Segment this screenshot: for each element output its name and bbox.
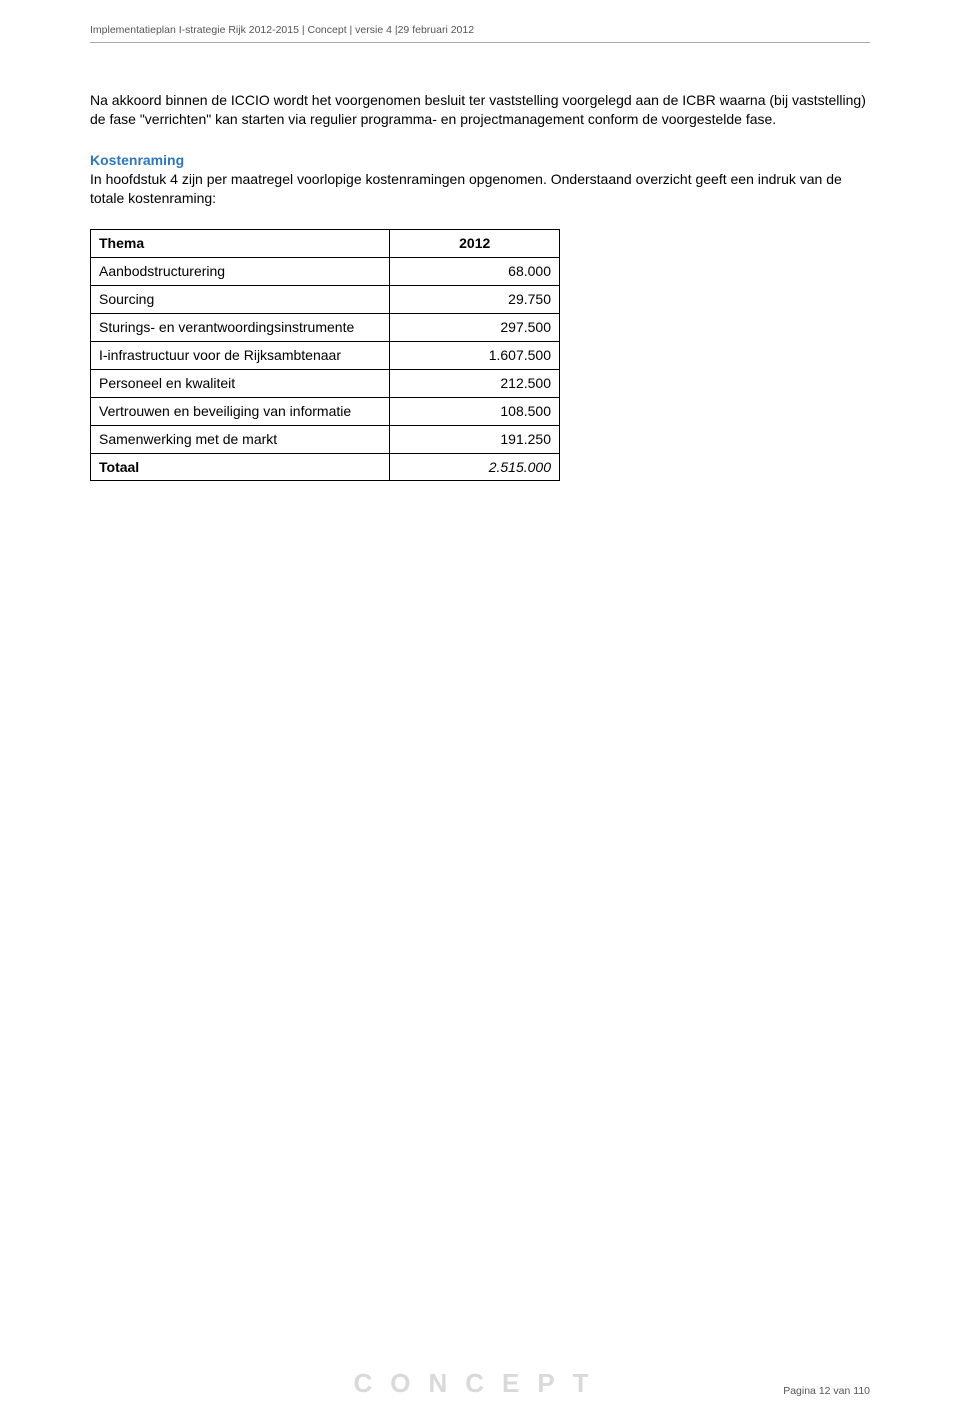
table-cell-value: 1.607.500	[390, 342, 560, 370]
table-row: Samenwerking met de markt191.250	[91, 425, 560, 453]
table-cell-value: 297.500	[390, 314, 560, 342]
intro-paragraph: Na akkoord binnen de ICCIO wordt het voo…	[90, 91, 870, 129]
table-row: Sturings- en verantwoordingsinstrumente2…	[91, 314, 560, 342]
kostenraming-paragraph: Kostenraming In hoofdstuk 4 zijn per maa…	[90, 151, 870, 208]
table-header-year: 2012	[390, 230, 560, 258]
table-cell-label: Vertrouwen en beveiliging van informatie	[91, 397, 390, 425]
kostenraming-body: In hoofdstuk 4 zijn per maatregel voorlo…	[90, 171, 842, 206]
table-cell-label: Personeel en kwaliteit	[91, 369, 390, 397]
table-cell-label: Samenwerking met de markt	[91, 425, 390, 453]
table-body: Aanbodstructurering68.000Sourcing29.750S…	[91, 258, 560, 481]
table-cell-label: Sturings- en verantwoordingsinstrumente	[91, 314, 390, 342]
table-header-row: Thema 2012	[91, 230, 560, 258]
table-cell-label: Totaal	[91, 453, 390, 481]
table-cell-value: 2.515.000	[390, 453, 560, 481]
table-cell-value: 29.750	[390, 286, 560, 314]
table-row: Totaal2.515.000	[91, 453, 560, 481]
page-footer: Pagina 12 van 110	[783, 1385, 870, 1397]
table-row: I-infrastructuur voor de Rijksambtenaar1…	[91, 342, 560, 370]
table-cell-value: 191.250	[390, 425, 560, 453]
table-cell-label: Aanbodstructurering	[91, 258, 390, 286]
table-row: Sourcing29.750	[91, 286, 560, 314]
table-cell-value: 68.000	[390, 258, 560, 286]
table-row: Personeel en kwaliteit212.500	[91, 369, 560, 397]
cost-table: Thema 2012 Aanbodstructurering68.000Sour…	[90, 229, 560, 481]
table-cell-label: Sourcing	[91, 286, 390, 314]
table-row: Aanbodstructurering68.000	[91, 258, 560, 286]
table-header-thema: Thema	[91, 230, 390, 258]
document-page: Implementatieplan I-strategie Rijk 2012-…	[0, 0, 960, 1427]
table-cell-value: 108.500	[390, 397, 560, 425]
page-header: Implementatieplan I-strategie Rijk 2012-…	[90, 24, 870, 43]
table-row: Vertrouwen en beveiliging van informatie…	[91, 397, 560, 425]
table-cell-value: 212.500	[390, 369, 560, 397]
table-cell-label: I-infrastructuur voor de Rijksambtenaar	[91, 342, 390, 370]
kostenraming-heading: Kostenraming	[90, 152, 184, 168]
